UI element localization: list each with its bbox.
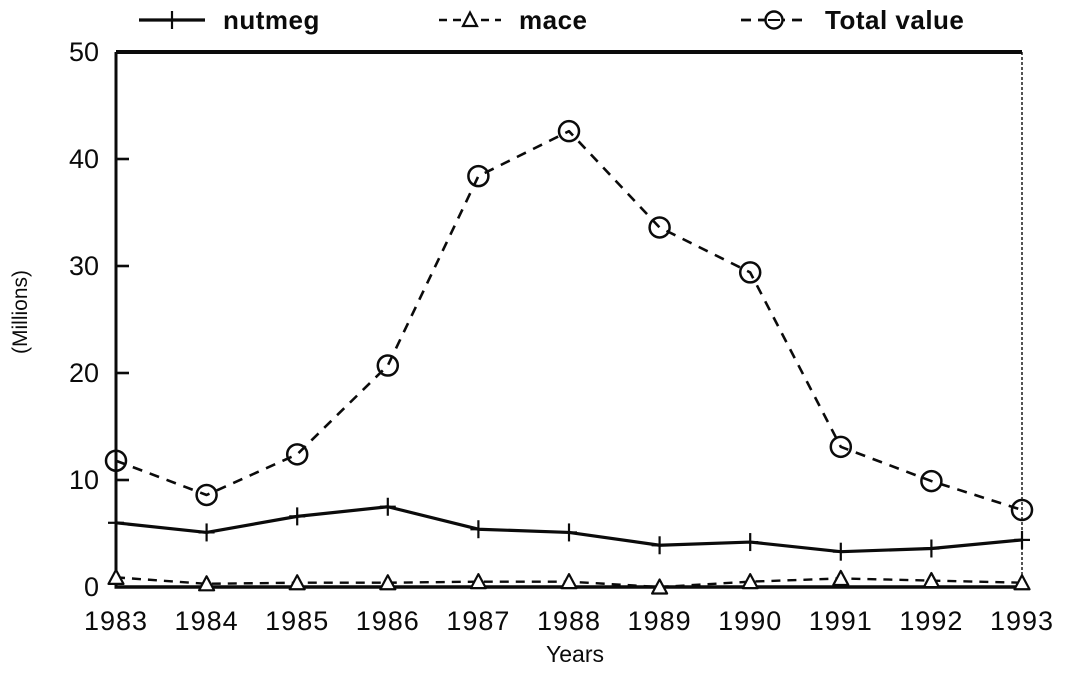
series-line-total-value (115, 129, 1023, 512)
marker-mace (1013, 574, 1031, 591)
legend-label-nutmeg: nutmeg (223, 4, 320, 35)
legend-item-nutmeg: nutmeg (138, 4, 320, 35)
marker-mace (741, 573, 759, 590)
y-axis-tick-label: 20 (69, 358, 99, 388)
y-axis-tick-label: 10 (69, 465, 99, 495)
marker-mace (379, 574, 397, 591)
x-axis-tick-label: 1992 (899, 606, 963, 636)
marker-total-value (648, 216, 671, 239)
marker-total-value (285, 443, 309, 466)
x-axis-tick-label: 1986 (356, 606, 420, 636)
marker-mace (288, 574, 306, 591)
y-axis-tick-label: 50 (69, 37, 99, 67)
marker-total-value (104, 449, 128, 472)
y-axis-tick-label: 40 (69, 144, 99, 174)
x-axis-tick-label: 1989 (628, 606, 692, 636)
marker-total-value (557, 119, 581, 143)
legend-label-mace: mace (519, 4, 588, 35)
x-axis-tick-label: 1988 (537, 606, 601, 636)
nutmeg-line-plus-icon (139, 11, 205, 29)
marker-total-value (738, 261, 762, 284)
x-axis-tick-label: 1991 (809, 606, 873, 636)
x-axis-title: Years (546, 641, 604, 667)
legend-item-mace: mace (438, 4, 588, 35)
marker-total-value (1010, 498, 1034, 522)
marker-total-value (920, 469, 943, 493)
marker-mace (832, 569, 850, 587)
marker-total-value (195, 483, 218, 507)
marker-total-value (376, 354, 400, 377)
x-axis-tick-label: 1984 (175, 606, 239, 636)
y-axis-tick-label: 30 (69, 251, 99, 281)
mace-dashed-triangle-icon (439, 10, 501, 28)
marker-mace (198, 575, 216, 592)
legend-label-total-value: Total value (825, 4, 965, 35)
x-axis-tick-label: 1985 (265, 606, 329, 636)
chart-legend: nutmeg mace Total value (0, 2, 1076, 36)
marker-mace (469, 573, 487, 590)
x-axis-tick-label: 1987 (446, 606, 510, 636)
marker-total-value (829, 435, 853, 459)
marker-total-value (467, 164, 490, 188)
marker-mace (560, 573, 578, 590)
marker-mace (107, 568, 125, 585)
x-axis-tick-label: 1993 (990, 606, 1054, 636)
marker-mace (922, 571, 940, 589)
x-axis-tick-label: 1990 (718, 606, 782, 636)
x-axis-tick-label: 1983 (84, 606, 148, 636)
legend-item-total-value: Total value (740, 4, 965, 35)
y-axis-title: (Millions) (9, 270, 32, 354)
y-axis-tick-label: 0 (84, 572, 99, 602)
total-value-dashed-circle-icon (741, 10, 807, 30)
marker-mace (651, 578, 669, 595)
